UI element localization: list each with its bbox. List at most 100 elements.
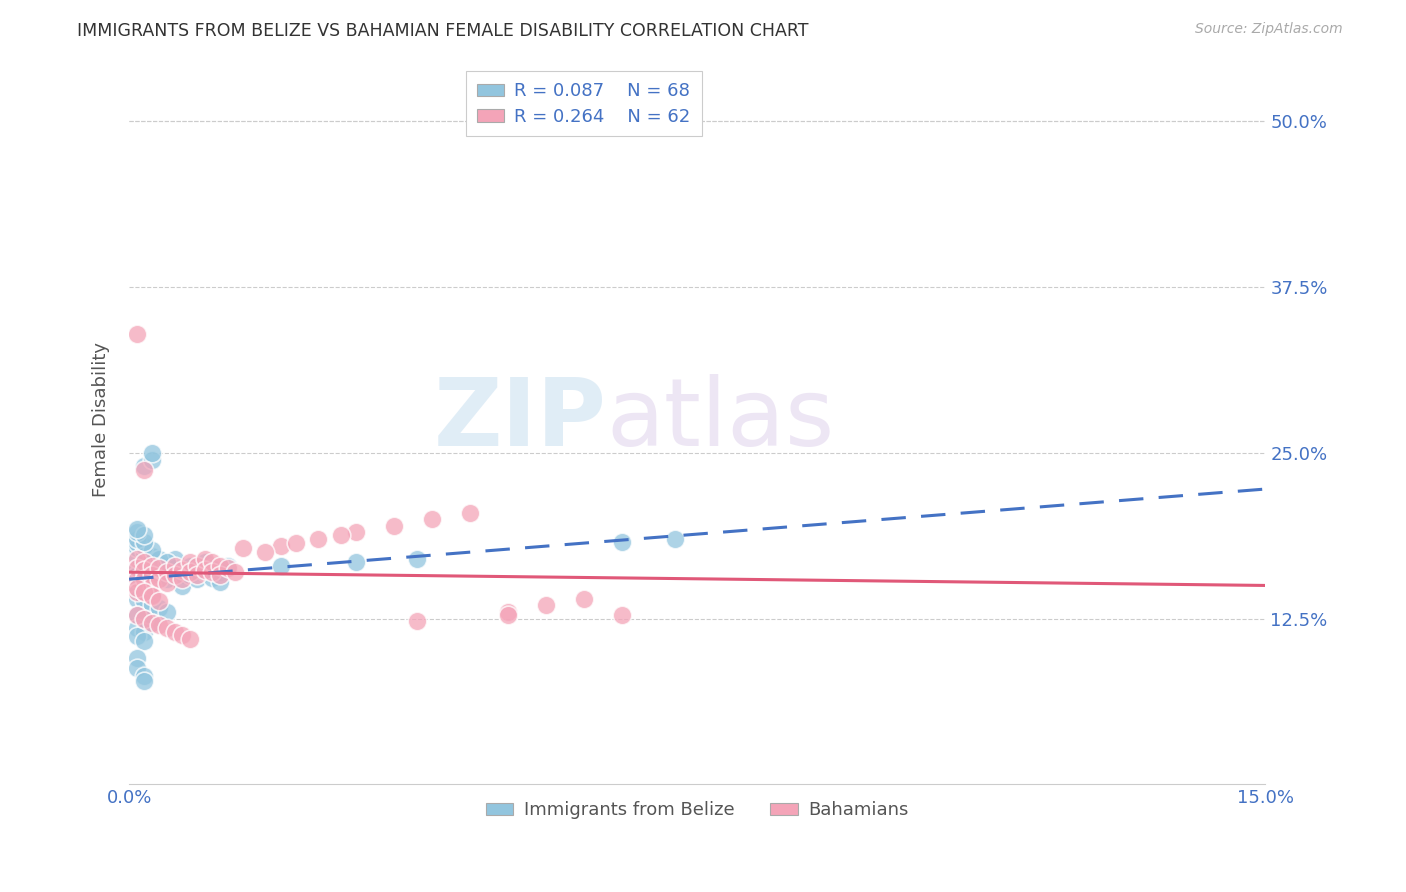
Point xyxy=(270,539,292,553)
Point xyxy=(179,632,201,646)
Point xyxy=(125,661,148,675)
Point xyxy=(208,566,231,580)
Point xyxy=(217,558,239,573)
Point xyxy=(496,605,519,619)
Point xyxy=(134,673,156,688)
Point xyxy=(194,563,217,577)
Point xyxy=(141,599,163,613)
Point xyxy=(186,568,208,582)
Point xyxy=(125,581,148,595)
Point xyxy=(125,629,148,643)
Point xyxy=(148,558,170,572)
Point xyxy=(330,528,353,542)
Point xyxy=(141,566,163,580)
Point xyxy=(125,621,148,635)
Point xyxy=(208,574,231,589)
Point xyxy=(141,578,163,592)
Text: IMMIGRANTS FROM BELIZE VS BAHAMIAN FEMALE DISABILITY CORRELATION CHART: IMMIGRANTS FROM BELIZE VS BAHAMIAN FEMAL… xyxy=(77,22,808,40)
Point xyxy=(125,607,148,622)
Point xyxy=(201,561,224,575)
Point xyxy=(148,601,170,615)
Point xyxy=(125,558,148,573)
Point xyxy=(163,624,186,639)
Point xyxy=(134,572,156,586)
Point xyxy=(134,669,156,683)
Point xyxy=(125,651,148,665)
Point xyxy=(208,558,231,573)
Point xyxy=(125,607,148,622)
Point xyxy=(148,572,170,586)
Point xyxy=(141,452,163,467)
Point xyxy=(125,326,148,341)
Point xyxy=(125,536,148,550)
Point xyxy=(156,605,179,619)
Point xyxy=(134,563,156,577)
Point xyxy=(172,568,194,582)
Point xyxy=(141,588,163,602)
Point xyxy=(194,552,217,566)
Point xyxy=(163,561,186,575)
Point xyxy=(125,552,148,566)
Point xyxy=(141,549,163,564)
Point xyxy=(125,561,148,575)
Point xyxy=(148,594,170,608)
Point xyxy=(232,541,254,556)
Point xyxy=(125,568,148,582)
Point xyxy=(141,568,163,582)
Point xyxy=(134,561,156,575)
Point xyxy=(141,446,163,460)
Point xyxy=(172,563,194,577)
Point xyxy=(134,612,156,626)
Point xyxy=(156,563,179,577)
Text: Source: ZipAtlas.com: Source: ZipAtlas.com xyxy=(1195,22,1343,37)
Point xyxy=(172,627,194,641)
Point xyxy=(134,552,156,566)
Point xyxy=(134,612,156,626)
Point xyxy=(172,572,194,586)
Point xyxy=(141,589,163,603)
Point xyxy=(134,624,156,639)
Text: ZIP: ZIP xyxy=(433,374,606,466)
Point xyxy=(610,607,633,622)
Point xyxy=(179,555,201,569)
Point xyxy=(134,585,156,599)
Point xyxy=(194,566,217,580)
Point xyxy=(156,572,179,586)
Point xyxy=(134,463,156,477)
Point xyxy=(496,607,519,622)
Point xyxy=(125,585,148,599)
Point xyxy=(163,552,186,566)
Point xyxy=(308,532,330,546)
Point xyxy=(163,568,186,582)
Point xyxy=(125,572,148,586)
Point xyxy=(141,555,163,569)
Point xyxy=(217,561,239,575)
Point xyxy=(134,572,156,586)
Point xyxy=(141,542,163,557)
Point xyxy=(208,568,231,582)
Point xyxy=(201,566,224,580)
Point xyxy=(134,545,156,559)
Point xyxy=(141,615,163,630)
Point xyxy=(406,552,429,566)
Point xyxy=(125,591,148,606)
Point xyxy=(406,615,429,629)
Point xyxy=(179,566,201,580)
Point xyxy=(125,541,148,556)
Point xyxy=(186,558,208,573)
Point xyxy=(172,578,194,592)
Point xyxy=(125,581,148,595)
Point xyxy=(134,528,156,542)
Point xyxy=(134,585,156,599)
Point xyxy=(134,634,156,648)
Point xyxy=(141,558,163,573)
Point xyxy=(141,575,163,590)
Point xyxy=(224,566,246,580)
Point xyxy=(201,571,224,585)
Point xyxy=(141,615,163,630)
Y-axis label: Female Disability: Female Disability xyxy=(93,343,110,497)
Point xyxy=(156,555,179,569)
Point xyxy=(186,572,208,586)
Point xyxy=(344,525,367,540)
Point xyxy=(572,591,595,606)
